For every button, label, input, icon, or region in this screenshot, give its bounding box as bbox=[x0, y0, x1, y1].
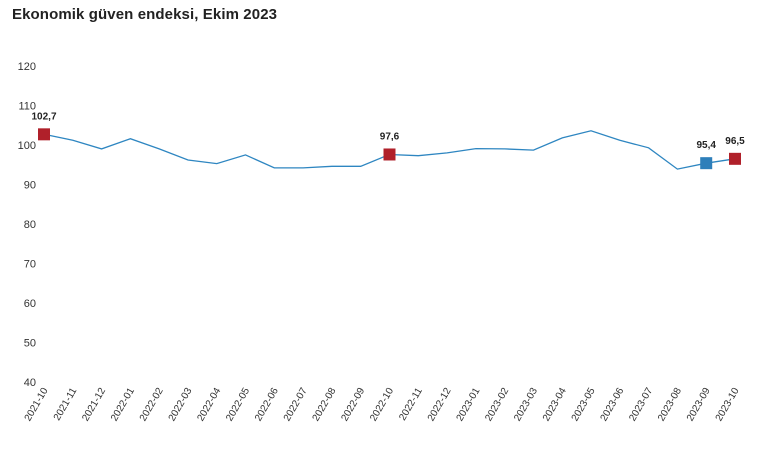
x-tick-label: 2022-02 bbox=[138, 386, 166, 424]
x-axis: 2021-10 2021-11 2021-12 2022-01 2022-02 2022-… bbox=[23, 386, 742, 424]
x-tick-label: 2023-07 bbox=[627, 386, 655, 424]
x-tick-label: 2022-03 bbox=[167, 386, 195, 424]
x-tick-label: 2021-10 bbox=[23, 386, 51, 424]
x-tick-label: 2023-04 bbox=[541, 386, 569, 424]
data-marker bbox=[383, 148, 396, 161]
x-tick-label: 2022-04 bbox=[195, 386, 223, 424]
y-tick-label: 110 bbox=[18, 101, 36, 113]
data-marker bbox=[700, 157, 713, 170]
data-label: 102,7 bbox=[31, 111, 56, 122]
y-tick-label: 40 bbox=[24, 377, 36, 389]
x-tick-label: 2022-01 bbox=[109, 386, 137, 424]
x-tick-label: 2023-09 bbox=[685, 386, 713, 424]
data-label: 97,6 bbox=[380, 131, 400, 142]
x-tick-label: 2022-05 bbox=[224, 386, 252, 424]
x-tick-label: 2023-01 bbox=[455, 386, 483, 424]
data-label: 96,5 bbox=[725, 136, 745, 147]
x-tick-label: 2022-11 bbox=[397, 386, 425, 423]
x-tick-label: 2023-10 bbox=[714, 386, 742, 424]
y-tick-label: 80 bbox=[24, 219, 36, 231]
data-marker bbox=[729, 152, 741, 165]
chart-title: Ekonomik güven endeksi, Ekim 2023 bbox=[12, 6, 278, 23]
y-tick-label: 120 bbox=[18, 61, 36, 73]
x-tick-label: 2022-12 bbox=[426, 386, 454, 424]
y-tick-label: 90 bbox=[24, 180, 36, 192]
x-tick-label: 2023-08 bbox=[656, 386, 684, 424]
data-marker bbox=[38, 128, 50, 141]
x-tick-label: 2022-08 bbox=[311, 386, 339, 424]
x-tick-label: 2021-11 bbox=[52, 386, 80, 423]
y-tick-label: 100 bbox=[18, 140, 36, 152]
markers-layer: 102,7 97,6 95,4 96,5 bbox=[31, 111, 745, 170]
x-tick-label: 2023-06 bbox=[599, 386, 627, 424]
x-tick-label: 2023-03 bbox=[512, 386, 540, 424]
y-axis: 40 50 60 70 80 90 100 110 120 bbox=[18, 61, 36, 389]
x-tick-label: 2022-10 bbox=[368, 386, 396, 424]
x-tick-label: 2023-05 bbox=[570, 386, 598, 424]
y-tick-label: 50 bbox=[24, 338, 36, 350]
x-tick-label: 2022-07 bbox=[282, 386, 310, 424]
x-tick-label: 2023-02 bbox=[483, 386, 511, 424]
x-tick-label: 2022-09 bbox=[339, 386, 367, 424]
data-label: 95,4 bbox=[696, 140, 716, 151]
x-tick-label: 2021-12 bbox=[80, 386, 108, 424]
y-tick-label: 70 bbox=[24, 259, 36, 271]
x-tick-label: 2022-06 bbox=[253, 386, 281, 424]
y-tick-label: 60 bbox=[24, 298, 36, 310]
